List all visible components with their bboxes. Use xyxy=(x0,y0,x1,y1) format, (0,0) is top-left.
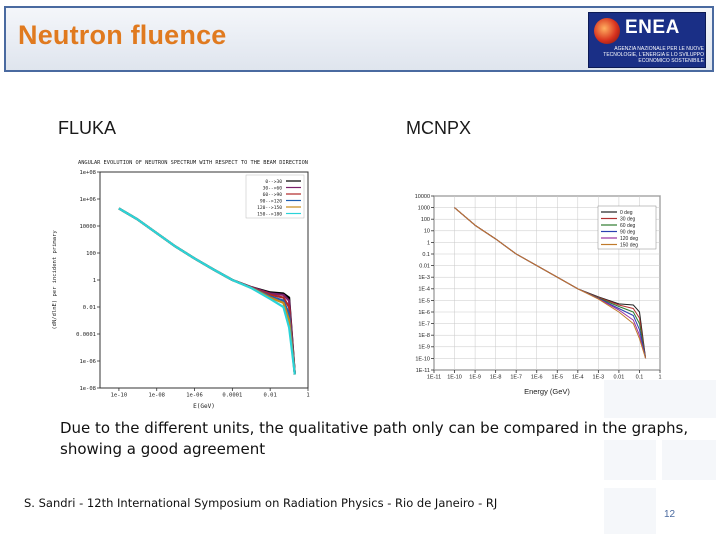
legend-label: 150 deg xyxy=(620,243,638,249)
y-tick-label: 100 xyxy=(421,217,430,223)
y-axis-label: (dN/dlnE) per incident primary xyxy=(52,230,58,330)
legend-label: 0 deg xyxy=(620,210,633,216)
y-tick-label: 1E-8 xyxy=(418,333,430,339)
y-tick-label: 0.01 xyxy=(83,305,96,311)
background-square xyxy=(662,440,716,480)
x-tick-label: 1E-9 xyxy=(469,375,481,381)
x-tick-label: 1E-7 xyxy=(510,375,522,381)
legend-label: 90-->120 xyxy=(260,199,282,205)
y-tick-label: 1E-11 xyxy=(416,368,430,374)
legend-label: 30 deg xyxy=(620,217,636,223)
legend-label: 120-->150 xyxy=(257,205,282,211)
page-number: 12 xyxy=(664,509,676,520)
mcnpx-label: MCNPX xyxy=(406,118,472,138)
x-axis-label: Energy (GeV) xyxy=(524,387,570,396)
y-tick-label: 100 xyxy=(86,251,96,257)
background-square xyxy=(604,488,656,534)
background-square xyxy=(604,440,656,480)
y-tick-label: 1e-06 xyxy=(79,359,96,365)
x-tick-label: 1E-10 xyxy=(447,375,462,381)
x-tick-label: 0.01 xyxy=(614,375,625,381)
y-tick-label: 1e+08 xyxy=(79,170,96,176)
y-tick-label: 1E-7 xyxy=(418,322,430,328)
x-tick-label: 1E-11 xyxy=(427,375,441,381)
y-tick-label: 1e+06 xyxy=(79,197,96,203)
x-tick-label: 1e-08 xyxy=(148,393,165,399)
series-line-5 xyxy=(118,207,296,375)
y-tick-label: 1E-4 xyxy=(418,287,430,293)
y-tick-label: 1E-3 xyxy=(418,275,430,281)
legend-label: 60 deg xyxy=(620,223,636,229)
y-tick-label: 1E-9 xyxy=(418,345,430,351)
logo-text: AGENZIA NAZIONALE PER LE NUOVE TECNOLOGI… xyxy=(603,46,704,64)
footer-text: S. Sandri - 12th International Symposium… xyxy=(24,496,498,510)
x-tick-label: 1E-3 xyxy=(593,375,605,381)
y-tick-label: 1E-5 xyxy=(418,298,430,304)
chart-title: ANGULAR EVOLUTION OF NEUTRON SPECTRUM WI… xyxy=(78,160,308,166)
x-tick-label: 1e-10 xyxy=(111,393,128,399)
y-tick-label: 0.01 xyxy=(419,264,430,270)
y-tick-label: 1E-10 xyxy=(415,356,430,362)
x-tick-label: 1E-5 xyxy=(551,375,563,381)
x-tick-label: 1E-6 xyxy=(531,375,543,381)
y-tick-label: 1 xyxy=(93,278,96,284)
header-bar: Neutron fluence ENEA AGENZIA NAZIONALE P… xyxy=(4,6,714,72)
legend-label: 90 deg xyxy=(620,230,636,236)
y-tick-label: 1e-08 xyxy=(79,386,96,392)
legend-box xyxy=(597,205,657,250)
y-tick-label: 10 xyxy=(424,229,430,235)
series-line-5 xyxy=(454,207,647,359)
x-tick-label: 1E-4 xyxy=(572,375,584,381)
x-tick-label: 1E-8 xyxy=(490,375,502,381)
legend-label: 120 deg xyxy=(620,236,638,242)
caption-text: Due to the different units, the qualitat… xyxy=(60,419,689,458)
logo-emblem-icon xyxy=(594,18,620,44)
fluka-chart: 1e-10 1e-08 1e-06 0.0001 0.01 1 1e-08 1e-06 0.00… xyxy=(52,160,310,410)
x-tick-label: 0.01 xyxy=(264,393,277,399)
legend-label: 30-->60 xyxy=(263,186,283,192)
x-tick-label: 0.1 xyxy=(636,375,644,381)
y-tick-label: 1 xyxy=(427,240,430,246)
legend-box xyxy=(245,174,305,219)
enea-logo: ENEA AGENZIA NAZIONALE PER LE NUOVE TECN… xyxy=(588,12,706,68)
background-square xyxy=(604,380,716,418)
mcnpx-chart: 1E-11 1E-10 1E-9 1E-8 1E-7 1E-6 1E-5 1E-4 1E-3 0.… xyxy=(415,194,662,396)
slide-title: Neutron fluence xyxy=(18,20,227,50)
y-tick-label: 10000 xyxy=(79,224,96,230)
x-tick-label: 0.0001 xyxy=(222,393,242,399)
x-tick-label: 1e-06 xyxy=(186,393,203,399)
y-tick-label: 1E-6 xyxy=(418,310,430,316)
legend-label: 0-->30 xyxy=(265,179,282,185)
y-tick-label: 10000 xyxy=(415,194,430,200)
legend-label: 60-->90 xyxy=(263,192,283,198)
logo-name: ENEA xyxy=(625,17,680,38)
x-axis-label: E(GeV) xyxy=(193,403,215,410)
fluka-label: FLUKA xyxy=(58,118,117,138)
legend-label: 150-->180 xyxy=(257,212,282,218)
y-tick-label: 0.1 xyxy=(422,252,430,258)
y-tick-label: 0.0001 xyxy=(76,332,96,338)
x-tick-label: 1 xyxy=(658,375,661,381)
x-tick-label: 1 xyxy=(306,393,309,399)
y-tick-label: 1000 xyxy=(418,206,430,212)
